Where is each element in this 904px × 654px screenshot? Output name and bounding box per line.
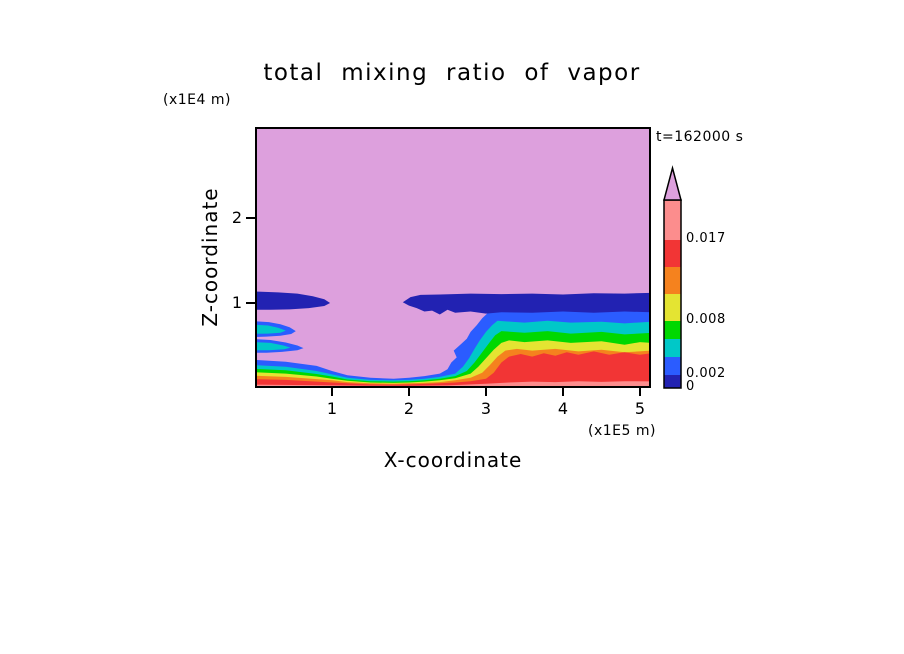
x-tick-mark xyxy=(639,388,641,396)
time-label: t=162000 s xyxy=(656,129,744,145)
colorbar-segment-red xyxy=(664,240,681,267)
red-layer xyxy=(255,351,651,388)
x-tick-label: 2 xyxy=(403,399,415,418)
y-axis-label: Z-coordinate xyxy=(198,187,222,327)
y-tick-label: 1 xyxy=(231,293,242,312)
x-tick-mark xyxy=(562,388,564,396)
plot-frame xyxy=(255,127,651,388)
left-tongue-lower-cyan xyxy=(255,342,291,351)
contour-plot xyxy=(255,127,651,388)
chart-title: total mixing ratio of vapor xyxy=(263,60,641,86)
y-tick-mark xyxy=(246,302,255,304)
x-axis-label: X-coordinate xyxy=(383,448,523,472)
colorbar-segment-blue xyxy=(664,357,681,375)
colorbar-label: 0.017 xyxy=(686,231,726,246)
x-tick-label: 5 xyxy=(634,399,646,418)
x-tick-mark xyxy=(408,388,410,396)
y-tick-label: 2 xyxy=(231,208,242,227)
x-tick-mark xyxy=(331,388,333,396)
colorbar-segment-orange xyxy=(664,267,681,294)
colorbar-segment-darkblue xyxy=(664,375,681,388)
colorbar-label: 0 xyxy=(686,379,695,394)
y-axis-unit: (x1E4 m) xyxy=(163,92,231,108)
colorbar-segment-cyan xyxy=(664,339,681,357)
colorbar xyxy=(663,165,682,389)
x-tick-label: 1 xyxy=(326,399,338,418)
x-tick-label: 3 xyxy=(480,399,492,418)
y-tick-mark xyxy=(246,217,255,219)
x-axis-unit: (x1E5 m) xyxy=(588,423,656,439)
colorbar-label: 0.002 xyxy=(686,366,726,381)
left-tongue-upper-cyan xyxy=(255,324,286,334)
x-tick-mark xyxy=(485,388,487,396)
colorbar-label: 0.008 xyxy=(686,312,726,327)
inversion-band-left xyxy=(255,291,331,310)
colorbar-overflow-arrow-icon xyxy=(663,165,682,201)
colorbar-segment-salmon xyxy=(664,200,681,240)
inversion-band-right xyxy=(402,292,651,315)
colorbar-segment-green xyxy=(664,321,681,339)
x-tick-label: 4 xyxy=(557,399,569,418)
colorbar-segment-yellow xyxy=(664,294,681,321)
